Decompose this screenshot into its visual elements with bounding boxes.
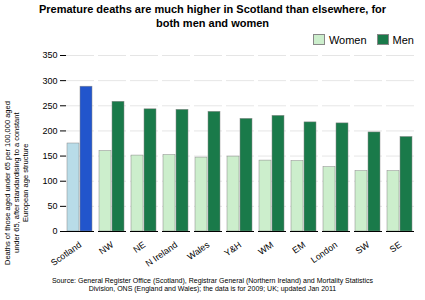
svg-text:SW: SW (354, 239, 372, 256)
svg-text:Scotland: Scotland (49, 239, 83, 267)
html-text:Premature deaths are much high: Premature deaths are much higher in Scot… (38, 3, 387, 29)
svg-text:NW: NW (97, 239, 115, 256)
svg-text:WM: WM (256, 239, 275, 256)
svg-text:300: 300 (42, 75, 57, 85)
svg-text:Wales: Wales (185, 239, 211, 262)
svg-text:EM: EM (291, 239, 308, 255)
svg-text:Y&H: Y&H (222, 239, 243, 258)
svg-text:SE: SE (388, 239, 404, 254)
svg-text:150: 150 (42, 150, 57, 160)
svg-text:50: 50 (47, 201, 57, 211)
svg-text:NE: NE (131, 239, 147, 254)
html-text:Deaths of those aged under 65: Deaths of those aged under 65 per 100,00… (3, 100, 30, 265)
svg-text:London: London (309, 239, 339, 264)
svg-text:0: 0 (52, 226, 57, 236)
html-text:Source: General Register Offic: Source: General Register Office (Scotlan… (51, 276, 374, 293)
html-text:Men: Men (392, 33, 414, 46)
svg-text:N Ireland: N Ireland (144, 239, 180, 268)
svg-text:200: 200 (42, 125, 57, 135)
svg-text:100: 100 (42, 176, 57, 186)
svg-text:250: 250 (42, 100, 57, 110)
html-text:Women: Women (328, 33, 367, 46)
svg-text:350: 350 (42, 50, 57, 60)
